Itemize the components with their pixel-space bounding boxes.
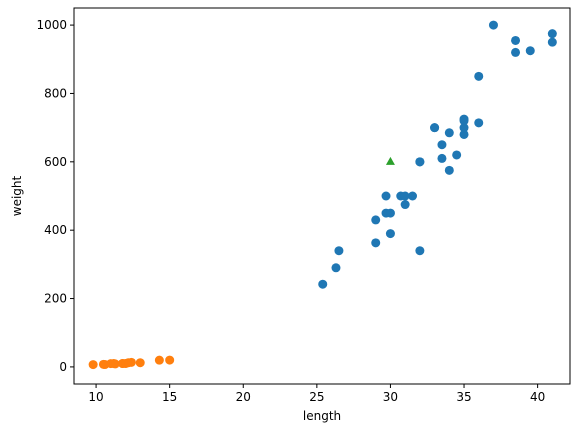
x-tick-label-1: 15 [162, 390, 177, 404]
series-0-point-20 [444, 165, 454, 175]
x-tick-label-5: 35 [456, 390, 471, 404]
series-0-point-30 [511, 47, 521, 57]
x-axis-ticks: 10 15 20 25 30 35 40 [88, 384, 545, 404]
series-0-point-29 [488, 20, 498, 30]
series-0-point-17 [430, 123, 440, 133]
series-0-point-3 [371, 238, 381, 248]
series-1-point-12 [154, 355, 164, 365]
series-0-point-18 [437, 153, 447, 163]
series-0-point-8 [385, 208, 395, 218]
series-1-point-5 [110, 359, 120, 369]
series-1-point-10 [126, 357, 136, 367]
y-tick-label-0: 0 [59, 360, 67, 374]
x-tick-label-2: 20 [236, 390, 251, 404]
series-1-point-11 [135, 358, 145, 368]
data-marks [88, 20, 557, 370]
series-0-point-23 [459, 129, 469, 139]
series-0-point-33 [547, 29, 557, 39]
series-0-point-4 [371, 215, 381, 225]
series-0-point-28 [474, 71, 484, 81]
series-0-point-10 [400, 200, 410, 210]
series-0-point-27 [474, 118, 484, 128]
x-tick-label-3: 25 [309, 390, 324, 404]
y-axis-label: weight [10, 175, 24, 216]
series-0-point-26 [459, 116, 469, 126]
series-0-point-11 [400, 191, 410, 201]
x-tick-label-0: 10 [88, 390, 103, 404]
series-0-point-32 [525, 46, 535, 56]
x-tick-label-4: 30 [383, 390, 398, 404]
series-0-point-7 [385, 229, 395, 239]
series-0-point-15 [415, 157, 425, 167]
y-tick-label-2: 400 [44, 223, 67, 237]
series-0-point-24 [459, 123, 469, 133]
series-0-point-13 [415, 246, 425, 256]
series-0-point-2 [334, 246, 344, 256]
series-0-point-21 [444, 128, 454, 138]
y-tick-label-4: 800 [44, 86, 67, 100]
y-axis-ticks: 0 200 400 600 800 1000 [36, 18, 74, 374]
series-0-point-31 [511, 35, 521, 45]
series-1-point-0 [88, 360, 98, 370]
y-tick-label-1: 200 [44, 292, 67, 306]
series-0-point-0 [318, 279, 328, 289]
y-tick-label-5: 1000 [36, 18, 67, 32]
series-0-point-34 [547, 37, 557, 47]
series-2-point-0 [385, 156, 395, 165]
series-0-point-1 [331, 263, 341, 273]
x-axis-label: length [303, 409, 341, 423]
y-tick-label-3: 600 [44, 155, 67, 169]
series-1-point-13 [165, 355, 175, 365]
series-0-point-19 [437, 140, 447, 150]
axes-frame [73, 7, 571, 385]
series-0-point-22 [452, 150, 462, 160]
series-0-point-6 [381, 191, 391, 201]
x-tick-label-6: 40 [530, 390, 545, 404]
series-0-point-12 [408, 191, 418, 201]
